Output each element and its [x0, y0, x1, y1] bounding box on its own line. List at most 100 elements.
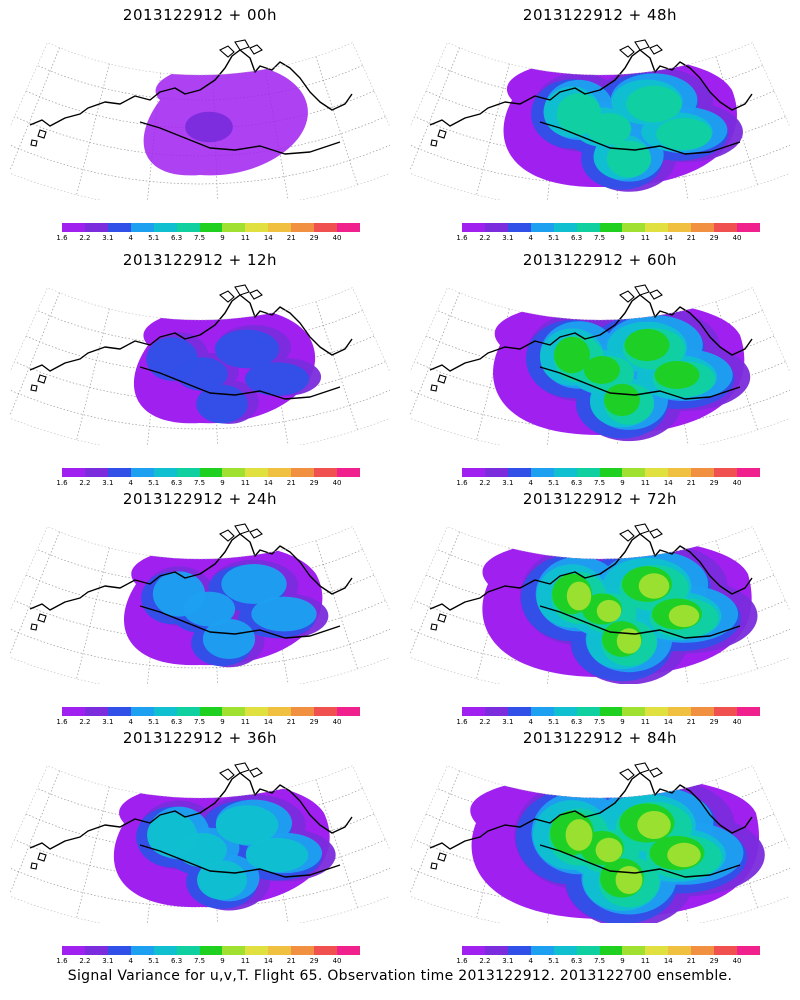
map-panel-60h: 2013122912 + 60h 1.6 2.2 3.1 4 5.1 6.3 7.5 9 11 1…: [400, 245, 800, 490]
map-plot: [410, 762, 790, 923]
colorbar-label: 1.6: [456, 479, 468, 487]
map-plot: [410, 39, 790, 200]
colorbar-label: 14: [663, 234, 673, 242]
colorbar-label: 2.2: [79, 718, 91, 726]
variance-contour: [668, 604, 700, 628]
variance-contour: [606, 140, 652, 178]
colorbar-swatch: [553, 946, 577, 955]
longitude-line: [476, 63, 510, 195]
islands: [30, 762, 263, 870]
colorbar-swatch: [222, 707, 246, 716]
colorbar-label: 21: [686, 957, 696, 965]
colorbar-swatch: [176, 223, 200, 232]
latitude-line: [10, 628, 390, 669]
colorbar-swatch: [484, 946, 508, 955]
latitude-line: [10, 389, 390, 430]
colorbar-label: 7.5: [193, 957, 206, 965]
colorbar-swatch: [737, 707, 760, 716]
colorbar-label: 7.5: [193, 234, 206, 242]
colorbar-label: 40: [332, 957, 342, 965]
variance-contour: [215, 805, 279, 845]
colorbar-swatch: [84, 707, 108, 716]
colorbar-swatch: [62, 468, 85, 477]
islands: [30, 284, 263, 392]
colorbar-label: 1.6: [56, 479, 68, 487]
colorbar-label: 1.6: [56, 718, 68, 726]
colorbar-swatch: [691, 468, 715, 477]
colorbar-label: 2.2: [479, 234, 491, 242]
figure-caption: Signal Variance for u,v,T. Flight 65. Ob…: [67, 968, 733, 984]
colorbar-label: 2.2: [79, 957, 91, 965]
colorbar-swatch: [622, 468, 646, 477]
longitude-line: [410, 47, 460, 172]
colorbar-swatches: [62, 707, 360, 716]
colorbar-label: 3.1: [502, 718, 514, 726]
colorbar-label: 40: [732, 479, 742, 487]
colorbar-label: 3.1: [102, 234, 114, 242]
colorbar-label: 9: [220, 957, 225, 965]
latitude-line: [14, 116, 386, 157]
colorbar-label: 5.1: [548, 234, 560, 242]
latitude-line: [14, 361, 386, 402]
variance-field: [482, 537, 758, 684]
longitude-line: [10, 292, 60, 417]
colorbar-label: 3.1: [102, 957, 114, 965]
colorbar-labels: 1.6 2.2 3.1 4 5.1 6.3 7.5 9 11 14 21 29 40: [56, 718, 360, 729]
coastline: [429, 49, 753, 155]
colorbar-swatch: [107, 946, 131, 955]
colorbar-label: 6.3: [171, 957, 183, 965]
islands: [30, 523, 263, 631]
map-panel-24h: 2013122912 + 24h 1.6 2.2 3.1 4 5.1 6.3 7.5 9 11 1…: [0, 484, 400, 729]
colorbar-label: 9: [620, 957, 625, 965]
longitude-line: [315, 301, 358, 431]
variance-contour: [595, 837, 623, 863]
colorbar-label: 5.1: [548, 957, 560, 965]
colorbar-label: 1.6: [456, 718, 468, 726]
colorbar-label: 1.6: [56, 957, 68, 965]
colorbar-label: 21: [286, 957, 296, 965]
coastline: [429, 533, 753, 639]
variance-field: [123, 544, 329, 668]
colorbar-swatch: [291, 707, 315, 716]
colorbar-swatch: [645, 468, 669, 477]
colorbar-label: 6.3: [171, 234, 183, 242]
colorbar-label: 40: [332, 234, 342, 242]
islands: [430, 762, 663, 870]
coastline: [29, 294, 353, 400]
colorbar-label: 9: [220, 234, 225, 242]
longitude-line: [10, 770, 60, 895]
variance-contour: [556, 93, 602, 135]
variance-contour: [197, 860, 247, 900]
colorbar-swatch: [176, 707, 200, 716]
colorbar-labels: 1.6 2.2 3.1 4 5.1 6.3 7.5 9 11 14 21 29 40: [456, 479, 760, 490]
colorbar-label: 14: [663, 718, 673, 726]
colorbar-label: 7.5: [593, 718, 606, 726]
colorbar-label: 40: [332, 718, 342, 726]
map-panel-00h: 2013122912 + 00h 1.6 2.2 3.1 4 5.1 6.3 7.5 9 11 1…: [0, 0, 400, 245]
coastline: [29, 49, 353, 155]
variance-contour: [202, 618, 256, 660]
latitude-line: [10, 867, 390, 908]
variance-contour: [604, 383, 640, 417]
colorbar: 1.6 2.2 3.1 4 5.1 6.3 7.5 9 11 14 21 29 40: [56, 223, 360, 245]
coastline: [429, 294, 753, 400]
colorbar-swatch: [153, 946, 177, 955]
variance-field: [133, 306, 322, 424]
colorbar-label: 7.5: [193, 479, 206, 487]
longitude-line: [76, 547, 110, 679]
colorbar-label: 29: [709, 479, 719, 487]
colorbar-label: 1.6: [56, 234, 68, 242]
colorbar-label: 29: [309, 718, 319, 726]
colorbar-label: 21: [686, 479, 696, 487]
colorbar-label: 29: [709, 718, 719, 726]
colorbar-swatch: [622, 707, 646, 716]
colorbar-label: 11: [640, 234, 650, 242]
colorbar-swatch: [507, 468, 531, 477]
variance-contour: [656, 117, 712, 151]
colorbar-swatch: [507, 223, 531, 232]
colorbar-swatch: [291, 946, 315, 955]
colorbar-label: 5.1: [548, 479, 560, 487]
colorbar-swatch: [268, 946, 292, 955]
colorbar-label: 11: [640, 718, 650, 726]
latitude-line: [10, 144, 390, 185]
